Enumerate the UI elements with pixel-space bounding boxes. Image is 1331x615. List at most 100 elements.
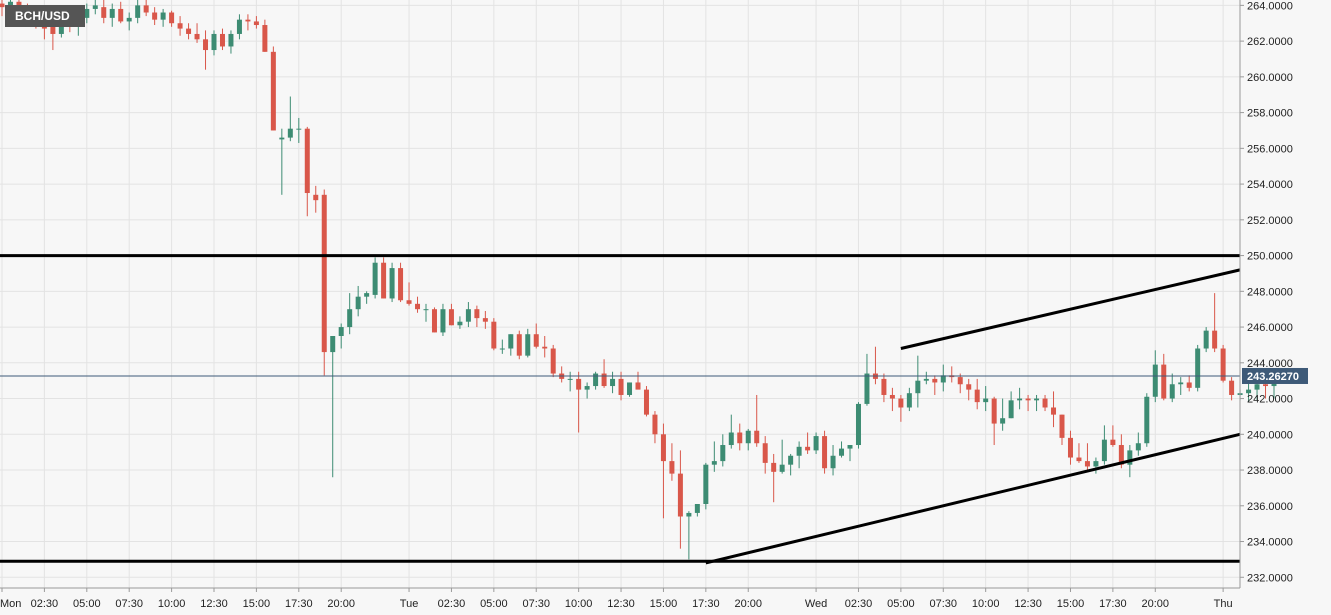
last-price-text: 243.26270 [1247,371,1299,383]
candle [1034,394,1040,412]
y-tick-label: 236.0000 [1247,501,1293,513]
candle-body [567,378,573,380]
candle-body [898,398,904,408]
candle [1263,382,1269,399]
candle [660,423,666,519]
candle-body [304,128,310,194]
candle [525,328,531,358]
candle [92,0,98,15]
candle [601,359,607,388]
candle [1135,432,1141,456]
candle [745,428,751,451]
x-tick-label: 17:30 [285,598,313,610]
candle [669,443,675,481]
candle-body [796,446,802,456]
candle [160,8,166,27]
candle [932,375,938,395]
candle-body [50,26,56,34]
candle [211,30,217,56]
candle [1017,387,1023,410]
candle-body [1118,445,1124,465]
candle-body [1212,330,1218,349]
candle-body [542,346,548,349]
y-tick-label: 232.0000 [1247,572,1293,584]
candle [279,128,285,195]
candle [1059,414,1065,446]
candle-body [1110,439,1116,446]
candle [1008,391,1014,419]
candle-body [347,309,353,328]
candle [1220,344,1226,383]
candle-body [805,446,811,451]
candle [864,353,870,406]
candle-body [372,262,378,295]
candle-body [1025,398,1031,401]
y-tick-label: 248.0000 [1247,286,1293,298]
candle-body [84,8,90,18]
candle-body [1034,398,1040,401]
candle [431,307,437,333]
candle [228,30,234,54]
candle-body [296,128,302,130]
candle-body [1017,398,1023,401]
candle [296,117,302,143]
candle-body [177,23,183,29]
candle-body [1195,348,1201,388]
candle [677,450,683,549]
candle-body [533,334,539,347]
candle [143,0,149,17]
candle [711,441,717,472]
candle [694,504,700,517]
time-axis[interactable]: Mon 02:30 05:00 07:30 10:00 12:30 15:00 17:30 20… [0,588,1233,610]
candle-body [1246,389,1252,394]
x-tick-label: 10:00 [565,598,593,610]
candle-body [448,309,454,326]
candle-body [160,12,166,20]
price-axis[interactable]: 264.0000 262.0000 260.0000 258.0000 256.0000… [1240,0,1293,584]
candle [398,262,404,303]
symbol-label: BCH/USD [5,5,85,27]
y-tick-label: 262.0000 [1247,36,1293,48]
candle [474,305,480,328]
candle-body [279,137,285,140]
candle-body [1076,457,1082,462]
candle-body [957,377,963,385]
candle-body [364,293,370,297]
candle [1076,443,1082,463]
candle-body [1263,384,1269,387]
candle [203,30,209,70]
candle [109,3,115,27]
candle-body [186,28,192,34]
candle [1101,425,1107,465]
candle-body [635,382,641,390]
candle-body [593,373,599,387]
x-tick-label: 15:00 [243,598,271,610]
candle-body [1144,396,1150,444]
candle-body [1000,418,1006,424]
candle [703,462,709,510]
candle [177,16,183,36]
y-tick-label: 252.0000 [1247,215,1293,227]
candle-body [618,378,624,395]
candle [915,355,921,408]
candle [796,441,802,469]
y-tick-label: 254.0000 [1247,179,1293,191]
candle [169,10,175,27]
candle-body [236,19,242,34]
candle-body [1152,364,1158,397]
x-tick-label: 12:30 [1014,598,1042,610]
candle-body [58,21,64,34]
candle-body [1042,398,1048,408]
candle [338,323,344,349]
candle [966,378,972,401]
candle-body [1084,461,1090,467]
candle [1000,398,1006,431]
candle-body [474,309,480,319]
candle-body [550,348,556,374]
candle [1203,327,1209,353]
candle-body [983,398,989,403]
x-tick-label: 07:30 [115,598,143,610]
candle [618,371,624,401]
x-tick-label: 15:00 [1057,598,1085,610]
